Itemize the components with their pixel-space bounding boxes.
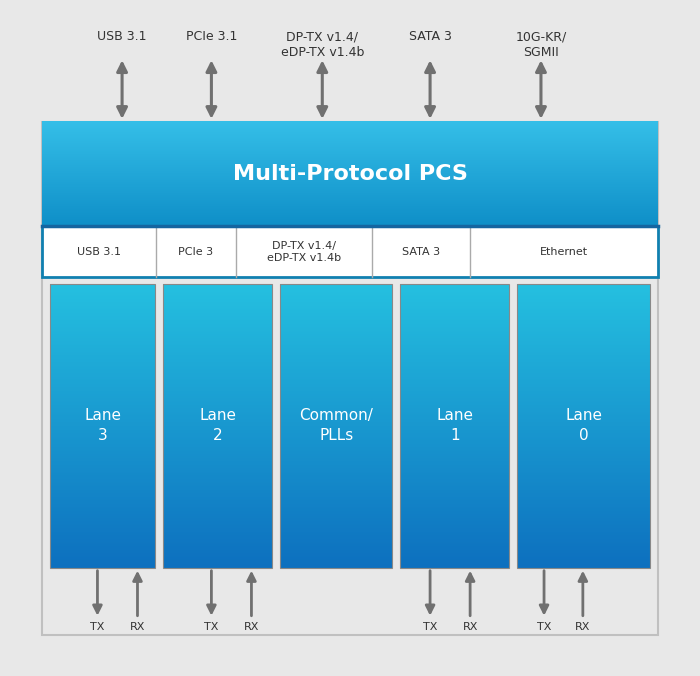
Text: RX: RX [463, 622, 478, 632]
Text: SATA 3: SATA 3 [402, 247, 440, 257]
Text: 10G-KR/
SGMII: 10G-KR/ SGMII [515, 30, 566, 59]
Text: Lane
1: Lane 1 [436, 408, 473, 443]
Text: RX: RX [244, 622, 259, 632]
Text: RX: RX [130, 622, 145, 632]
Text: DP-TX v1.4/
eDP-TX v1.4b: DP-TX v1.4/ eDP-TX v1.4b [281, 30, 364, 59]
Text: TX: TX [423, 622, 438, 632]
Text: PCIe 3: PCIe 3 [178, 247, 214, 257]
Text: USB 3.1: USB 3.1 [77, 247, 121, 257]
FancyBboxPatch shape [42, 122, 658, 635]
Text: PCIe 3.1: PCIe 3.1 [186, 30, 237, 43]
Text: Ethernet: Ethernet [540, 247, 588, 257]
Text: RX: RX [575, 622, 591, 632]
Text: DP-TX v1.4/
eDP-TX v1.4b: DP-TX v1.4/ eDP-TX v1.4b [267, 241, 341, 263]
Text: TX: TX [204, 622, 218, 632]
FancyBboxPatch shape [42, 226, 658, 277]
Text: TX: TX [537, 622, 551, 632]
Text: Lane
2: Lane 2 [199, 408, 236, 443]
Text: SATA 3: SATA 3 [409, 30, 452, 43]
Text: TX: TX [90, 622, 104, 632]
Text: USB 3.1: USB 3.1 [97, 30, 147, 43]
Text: Common/
PLLs: Common/ PLLs [299, 408, 373, 443]
Text: Lane
0: Lane 0 [565, 408, 602, 443]
Text: Multi-Protocol PCS: Multi-Protocol PCS [232, 164, 468, 184]
Text: Lane
3: Lane 3 [84, 408, 121, 443]
